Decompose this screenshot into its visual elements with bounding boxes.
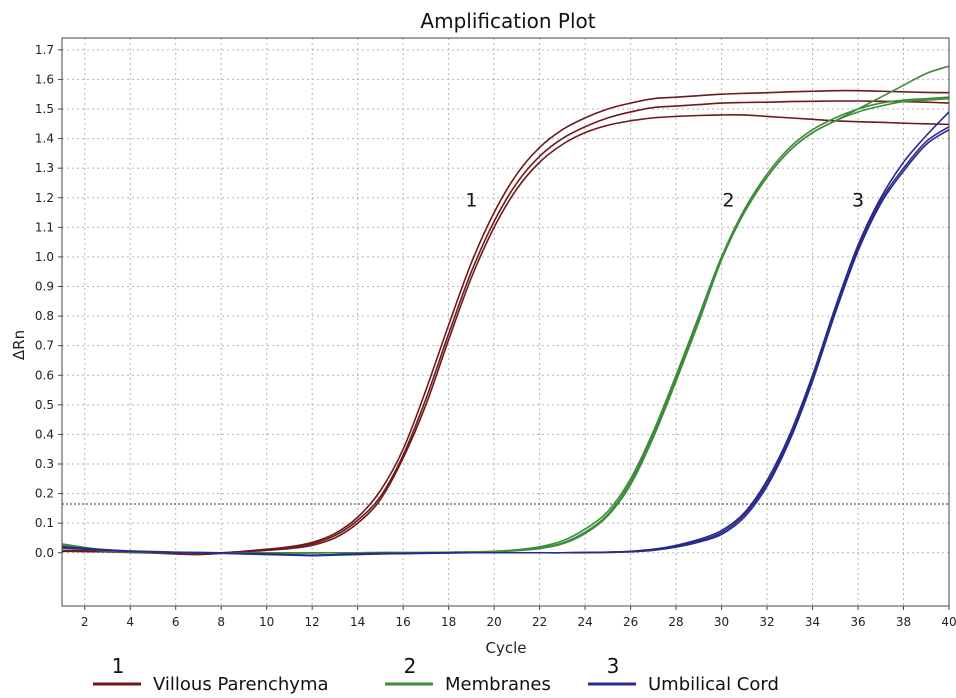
x-tick-label: 8 xyxy=(217,615,225,629)
x-tick-label: 22 xyxy=(532,615,547,629)
y-tick-label: 1.4 xyxy=(35,132,54,146)
series-line-3-7 xyxy=(61,111,950,556)
plot-frame xyxy=(61,37,950,607)
y-tick-label: 0.5 xyxy=(35,398,54,412)
legend: 1 Villous Parenchyma 2 Membranes 3 Umbilical … xyxy=(93,654,779,695)
x-axis: 2 4 6 8 10 12 14 16 18 20 22 24 26 28 30 32 34 36 38 40 xyxy=(81,606,956,629)
y-tick-label: 0.9 xyxy=(35,280,54,294)
y-tick-label: 0.0 xyxy=(35,546,54,560)
series-line-3-9 xyxy=(61,129,950,557)
series-line-2-6 xyxy=(61,97,950,554)
series-layer xyxy=(61,65,950,557)
curve-label-3: 3 xyxy=(852,190,864,212)
grid-layer xyxy=(62,38,950,606)
y-tick-label: 1.7 xyxy=(35,43,54,57)
y-tick-label: 0.3 xyxy=(35,457,54,471)
legend-number: 1 xyxy=(112,654,125,678)
legend-item-3: 3 Umbilical Cord xyxy=(588,654,779,695)
y-tick-label: 1.0 xyxy=(35,250,54,264)
curve-label-2: 2 xyxy=(722,190,734,212)
x-tick-label: 36 xyxy=(850,615,865,629)
series-line-1-3 xyxy=(61,113,950,556)
y-tick-label: 1.3 xyxy=(35,161,54,175)
x-tick-label: 34 xyxy=(805,615,820,629)
x-tick-label: 28 xyxy=(668,615,683,629)
x-tick-label: 38 xyxy=(896,615,911,629)
legend-item-2: 2 Membranes xyxy=(385,654,551,695)
y-tick-label: 0.8 xyxy=(35,309,54,323)
x-axis-title: Cycle xyxy=(486,639,527,657)
legend-label: Umbilical Cord xyxy=(648,674,779,694)
x-tick-label: 6 xyxy=(172,615,180,629)
y-tick-label: 0.2 xyxy=(35,487,54,501)
x-tick-label: 20 xyxy=(486,615,501,629)
x-tick-label: 12 xyxy=(305,615,320,629)
x-tick-label: 40 xyxy=(941,615,956,629)
y-tick-label: 1.1 xyxy=(35,220,54,234)
x-tick-label: 10 xyxy=(259,615,274,629)
y-tick-label: 0.4 xyxy=(35,427,54,441)
y-axis: 0.0 0.1 0.2 0.3 0.4 0.5 0.6 0.7 0.8 0.9 1.0 1.1 1.2 1… xyxy=(35,43,62,560)
curve-label-1: 1 xyxy=(465,190,477,212)
series-line-1-2 xyxy=(61,100,950,556)
legend-number: 3 xyxy=(607,654,620,678)
series-line-1-1 xyxy=(61,89,950,555)
legend-number: 2 xyxy=(404,654,417,678)
x-tick-label: 4 xyxy=(126,615,134,629)
chart-title: Amplification Plot xyxy=(420,9,595,33)
legend-label: Membranes xyxy=(445,674,551,694)
x-tick-label: 14 xyxy=(350,615,365,629)
legend-item-1: 1 Villous Parenchyma xyxy=(93,654,329,695)
y-tick-label: 1.2 xyxy=(35,191,54,205)
y-tick-label: 0.7 xyxy=(35,339,54,353)
series-line-2-4 xyxy=(61,65,950,554)
curve-labels: 1 2 3 xyxy=(465,190,864,212)
y-tick-label: 1.5 xyxy=(35,102,54,116)
y-tick-label: 0.6 xyxy=(35,368,54,382)
y-tick-label: 0.1 xyxy=(35,516,54,530)
y-axis-title: ΔRn xyxy=(10,330,28,360)
x-tick-label: 2 xyxy=(81,615,89,629)
y-tick-label: 1.6 xyxy=(35,72,54,86)
x-tick-label: 32 xyxy=(759,615,774,629)
x-tick-label: 18 xyxy=(441,615,456,629)
x-tick-label: 24 xyxy=(577,615,592,629)
x-tick-label: 30 xyxy=(714,615,729,629)
legend-label: Villous Parenchyma xyxy=(153,674,329,694)
x-tick-label: 26 xyxy=(623,615,638,629)
plot-border xyxy=(61,37,950,607)
x-tick-label: 16 xyxy=(396,615,411,629)
series-line-2-5 xyxy=(61,96,950,554)
